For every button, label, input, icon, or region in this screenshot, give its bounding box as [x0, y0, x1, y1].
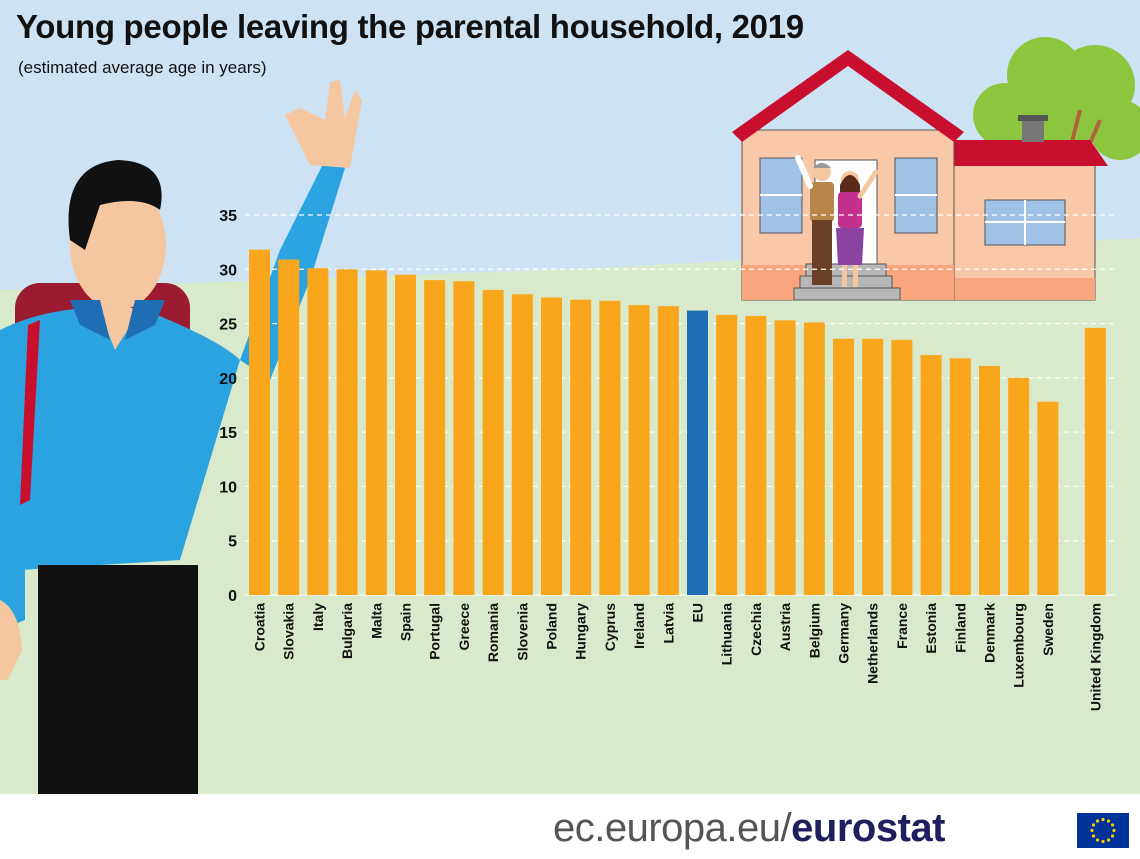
waving-man-illustration	[0, 80, 362, 794]
x-tick-label: Luxembourg	[1011, 603, 1027, 688]
x-tick-label: Cyprus	[602, 603, 618, 651]
eu-star	[1112, 828, 1116, 833]
x-tick-label: Croatia	[252, 603, 268, 651]
x-tick-label: Greece	[456, 603, 472, 651]
x-tick-label: Slovakia	[281, 603, 297, 660]
y-tick-label: 0	[228, 588, 237, 605]
footer-brand: eurostat	[791, 806, 945, 850]
bar	[511, 294, 533, 595]
x-tick-label: France	[894, 603, 910, 649]
x-tick-label: Romania	[485, 603, 501, 662]
footer-url[interactable]: ec.europa.eu/eurostat	[553, 806, 945, 851]
eu-flag-icon	[1077, 813, 1129, 848]
bar	[1037, 401, 1059, 595]
bar	[482, 289, 504, 595]
y-tick-label: 10	[219, 479, 237, 496]
x-tick-label: Slovenia	[514, 603, 530, 661]
x-tick-label: Poland	[544, 603, 560, 650]
eu-star	[1091, 823, 1096, 827]
x-tick-label: Czechia	[748, 603, 764, 656]
x-tick-label: Sweden	[1040, 603, 1056, 656]
tree-illustration	[973, 37, 1140, 201]
y-tick-label: 15	[219, 425, 237, 442]
x-axis-labels: Croatia Slovakia Italy Bulgaria Malta Spain Po…	[252, 603, 1104, 711]
y-tick-label: 25	[219, 317, 237, 334]
x-tick-label: Italy	[310, 603, 326, 631]
eu-star	[1095, 838, 1100, 842]
x-tick-label: Netherlands	[865, 603, 881, 684]
x-tick-label: Spain	[398, 603, 414, 641]
bar	[716, 314, 738, 595]
eu-star	[1110, 823, 1115, 827]
eu-star	[1095, 819, 1100, 823]
chart-title: Young people leaving the parental househ…	[16, 8, 804, 45]
bars	[249, 249, 1106, 595]
bar	[979, 365, 1000, 595]
bar	[365, 270, 387, 595]
x-tick-label: Finland	[952, 603, 968, 653]
bar	[803, 322, 825, 595]
footer-background	[0, 794, 1140, 859]
y-tick-label: 30	[219, 262, 237, 279]
eu-star	[1090, 828, 1094, 833]
bar	[949, 358, 971, 595]
bar	[774, 320, 796, 595]
bar	[249, 249, 270, 595]
x-tick-label: Belgium	[806, 603, 822, 658]
bar	[920, 355, 942, 595]
bar	[862, 338, 884, 595]
x-tick-label: Bulgaria	[339, 603, 355, 659]
bar	[336, 269, 358, 595]
x-tick-label: Austria	[777, 603, 793, 651]
x-tick-label: Latvia	[660, 603, 676, 644]
y-tick-label: 20	[219, 371, 237, 388]
x-tick-label: Germany	[836, 603, 852, 664]
bar	[570, 299, 592, 595]
bar	[687, 310, 708, 595]
eu-star	[1101, 817, 1105, 822]
x-tick-label: United Kingdom	[1087, 603, 1103, 711]
y-tick-label: 5	[228, 534, 237, 551]
bar	[657, 306, 679, 595]
eu-star	[1091, 834, 1096, 838]
bar	[541, 297, 562, 595]
y-tick-label: 35	[219, 208, 237, 225]
couple-illustration	[795, 155, 879, 287]
x-tick-label: Portugal	[427, 603, 443, 660]
x-tick-label: Hungary	[573, 603, 589, 660]
eu-star	[1110, 834, 1115, 838]
bar	[628, 305, 650, 595]
x-tick-label: EU	[690, 603, 706, 622]
x-tick-label: Malta	[368, 603, 384, 639]
eu-star	[1106, 838, 1111, 842]
bar	[1008, 377, 1030, 595]
eu-star	[1106, 819, 1111, 823]
bar	[745, 315, 767, 595]
bar	[891, 339, 913, 595]
bar	[278, 259, 300, 595]
x-tick-label: Lithuania	[719, 603, 735, 665]
footer-site: ec.europa.eu/	[553, 806, 792, 850]
bar	[424, 280, 446, 595]
y-axis-ticks: 0 5 10 15 20 25 30 35	[219, 208, 237, 605]
x-tick-label: Ireland	[631, 603, 647, 649]
bar	[307, 268, 329, 595]
bar	[395, 274, 416, 595]
bar	[833, 338, 854, 595]
bar	[453, 281, 475, 595]
x-tick-label: Estonia	[923, 603, 939, 654]
chart-subtitle: (estimated average age in years)	[18, 58, 267, 77]
x-tick-label: Denmark	[982, 603, 998, 663]
eu-star	[1101, 839, 1105, 844]
bar	[599, 300, 621, 595]
bar	[1084, 327, 1106, 595]
